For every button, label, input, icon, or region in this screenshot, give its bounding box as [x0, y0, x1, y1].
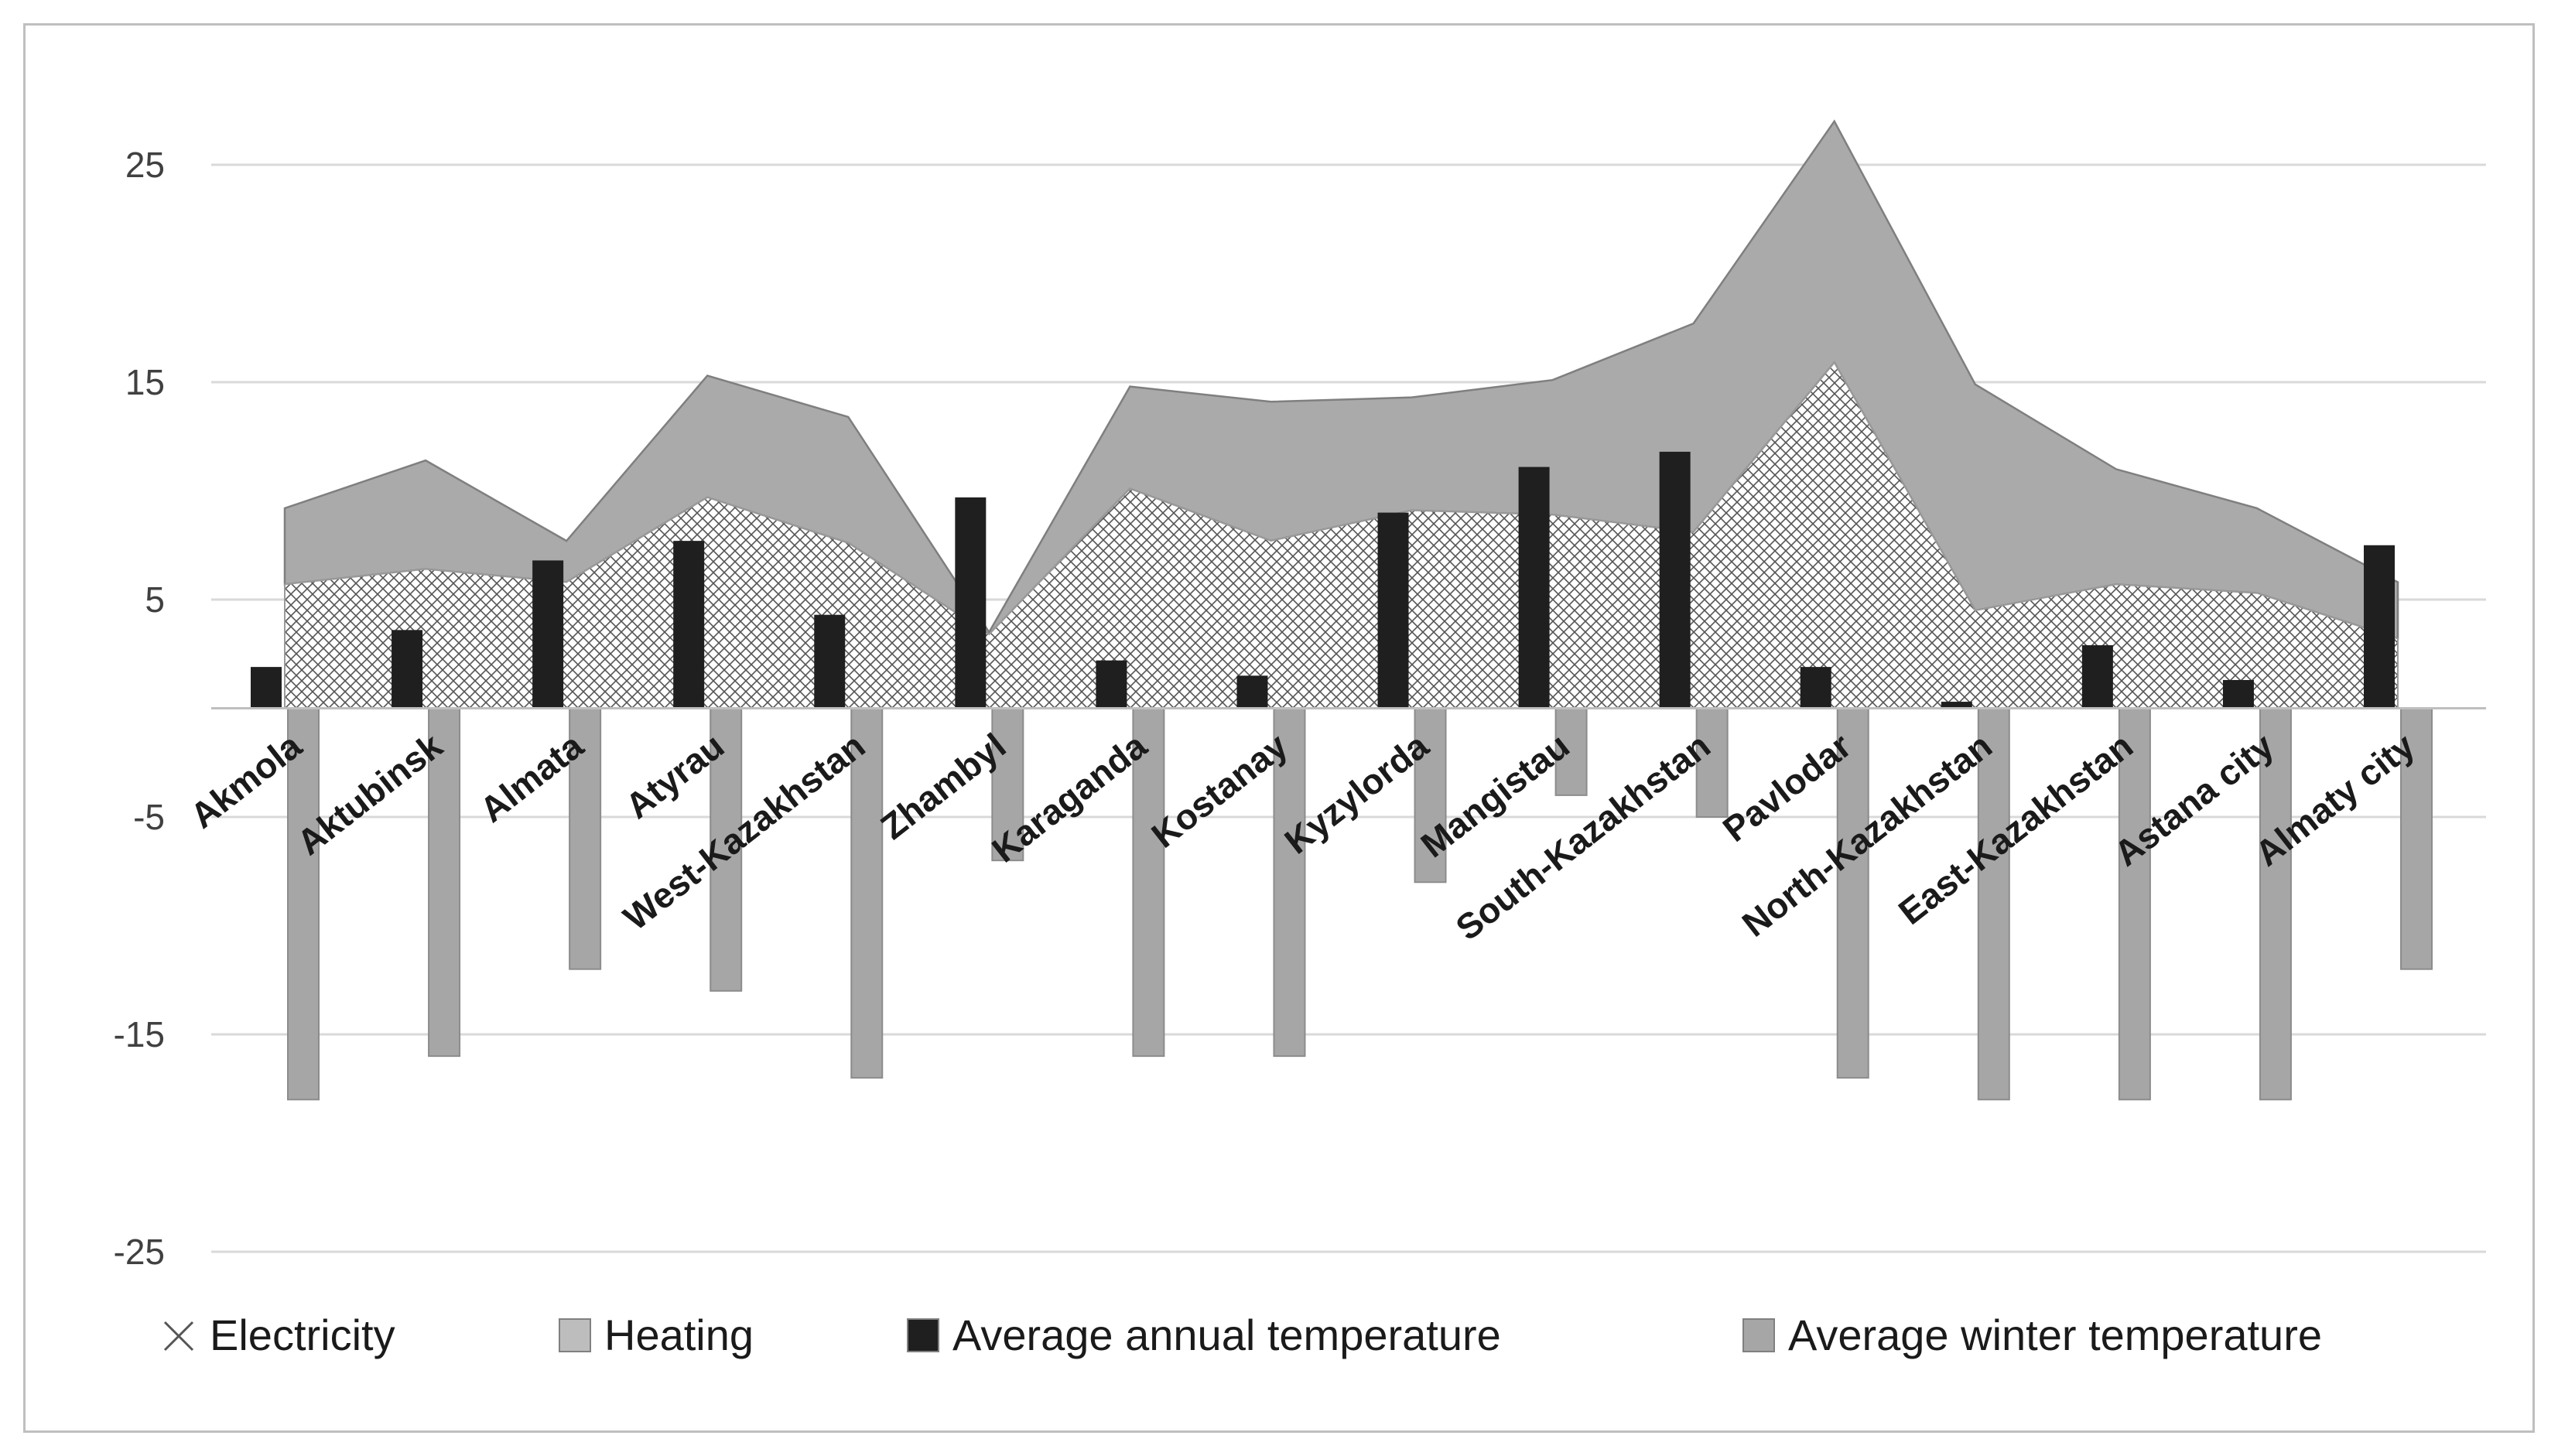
temperature-bars — [251, 451, 2433, 1101]
winter-temp-bar — [1414, 707, 1447, 884]
annual-temp-bar — [1518, 467, 1550, 709]
annual-temp-bar — [673, 541, 705, 709]
annual-temp-bar — [2364, 545, 2395, 709]
stacked-areas — [283, 119, 2399, 709]
legend: Electricity Heating Average annual tempera… — [163, 1311, 2322, 1359]
y-axis-ticks: 25 15 5 -5 -15 -25 — [114, 145, 165, 1272]
annual-temp-bar — [1096, 660, 1127, 709]
legend-swatch — [559, 1318, 591, 1352]
legend-swatch — [1742, 1318, 1775, 1352]
winter-temp-bar — [850, 707, 884, 1079]
legend-item: Heating — [559, 1311, 754, 1359]
annual-temp-bar — [1941, 702, 1972, 709]
annual-temp-bar — [1800, 667, 1831, 709]
category-label: Kostanay — [1144, 725, 1295, 856]
legend-swatch — [907, 1318, 939, 1352]
y-tick-label: 5 — [145, 579, 165, 620]
chart-frame: 25 15 5 -5 -15 -25 Akmola Aktubinsk Almata Atyra… — [23, 23, 2535, 1433]
y-tick-label: 25 — [125, 145, 165, 185]
legend-label: Average winter temperature — [1788, 1311, 2322, 1359]
annual-temp-bar — [392, 630, 423, 709]
annual-temp-bar — [251, 667, 282, 709]
annual-temp-bar — [955, 497, 987, 709]
legend-swatch-cross — [163, 1321, 194, 1352]
electricity-area — [284, 361, 2399, 709]
winter-temp-bar — [1554, 707, 1588, 796]
winter-temp-bar — [1836, 707, 1869, 1079]
winter-temp-bar — [2259, 707, 2292, 1101]
y-tick-label: 15 — [125, 362, 165, 402]
annual-temp-bar — [2222, 679, 2254, 709]
winter-temp-bar — [287, 707, 320, 1101]
winter-temp-bar — [2400, 707, 2433, 970]
annual-temp-bar — [1659, 451, 1691, 709]
winter-temp-bar — [1695, 707, 1729, 818]
winter-temp-bar — [1132, 707, 1165, 1058]
annual-temp-bar — [1377, 512, 1409, 709]
legend-item: Electricity — [163, 1311, 395, 1359]
y-tick-label: -25 — [114, 1232, 165, 1272]
annual-temp-bar — [2081, 645, 2113, 709]
legend-item: Average annual temperature — [907, 1311, 1501, 1359]
annual-temp-bar — [532, 560, 564, 709]
legend-label: Heating — [604, 1311, 754, 1359]
category-label: East-Kazakhstan — [1891, 725, 2140, 932]
y-tick-label: -5 — [133, 797, 165, 837]
annual-temp-bar — [814, 614, 846, 709]
legend-item: Average winter temperature — [1742, 1311, 2322, 1359]
y-tick-label: -15 — [114, 1014, 165, 1054]
annual-temp-bar — [1236, 675, 1268, 709]
category-label: West-Kazakhstan — [616, 725, 872, 938]
winter-temp-bar — [569, 707, 602, 970]
legend-label: Electricity — [210, 1311, 395, 1359]
legend-label: Average annual temperature — [952, 1311, 1501, 1359]
